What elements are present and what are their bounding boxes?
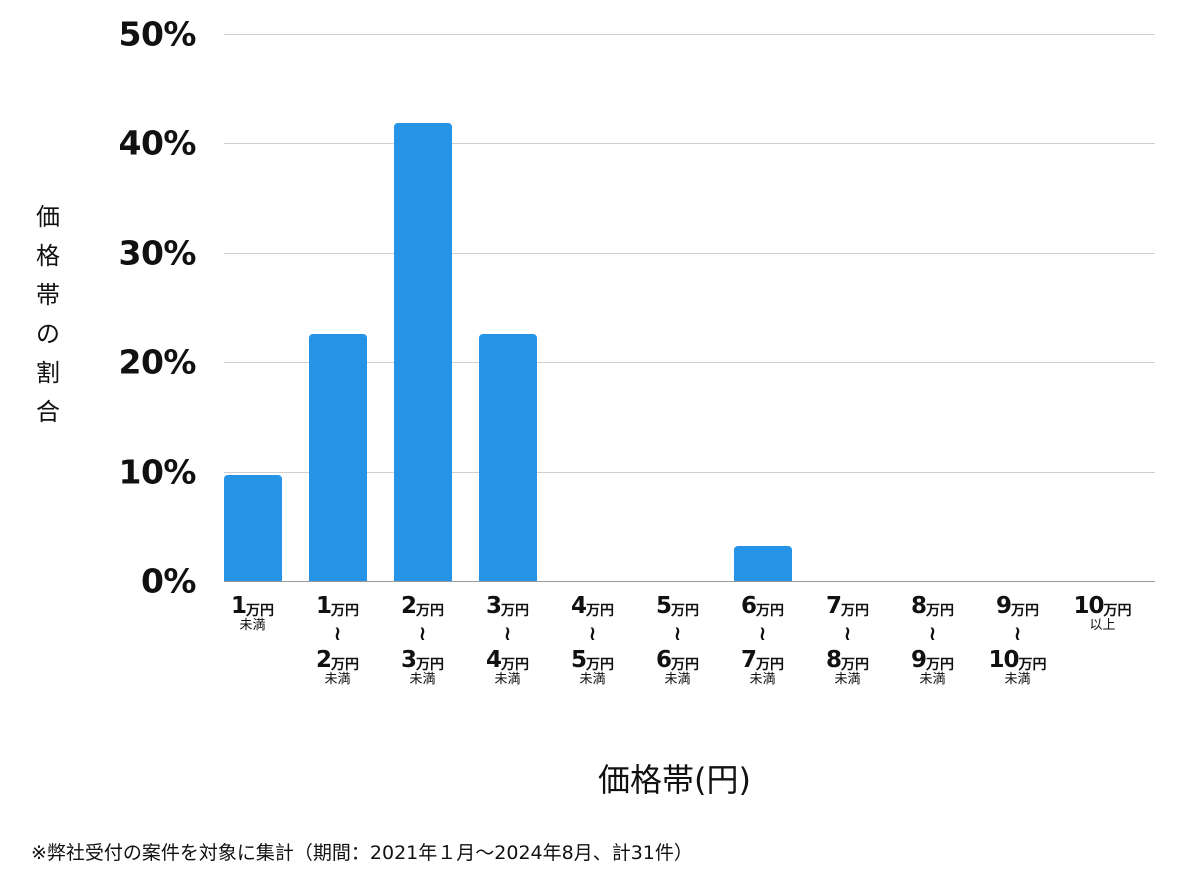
- y-title-char: 合: [36, 398, 60, 426]
- bar: [394, 122, 452, 581]
- y-title-char: 価: [36, 203, 60, 231]
- x-tick-label: 6 万円 ≀ 7 万円 未満: [740, 593, 784, 688]
- gridline: [224, 471, 1155, 473]
- x-axis-line: [224, 581, 1155, 582]
- y-tick-label: 40%: [118, 123, 197, 163]
- footnote: ※弊社受付の案件を対象に集計（期間：2021年１月〜2024年8月、計31件）: [31, 842, 693, 864]
- y-tick-label: 0%: [140, 561, 197, 601]
- x-tick-label: 3 万円 ≀ 4 万円 未満: [485, 593, 529, 688]
- y-title-char: 割: [36, 359, 60, 387]
- x-tick-label: 4 万円 ≀ 5 万円 未満: [570, 593, 614, 688]
- y-axis-title: 価格帯の割合: [30, 198, 66, 432]
- x-tick-label: 2 万円 ≀ 3 万円 未満: [400, 593, 444, 688]
- gridline: [224, 362, 1155, 364]
- y-title-char: の: [36, 320, 60, 348]
- bar: [224, 474, 282, 581]
- x-tick-label: 8 万円 ≀ 9 万円 未満: [910, 593, 954, 688]
- y-tick-label: 30%: [118, 233, 197, 273]
- x-tick-label: 9 万円 ≀ 10 万円 未満: [988, 593, 1047, 688]
- bar: [309, 333, 367, 581]
- y-title-char: 格: [36, 242, 60, 270]
- x-tick-label: 1 万円 未満: [230, 593, 274, 634]
- x-tick-label: 1 万円 ≀ 2 万円 未満: [315, 593, 359, 688]
- bar: [734, 545, 792, 581]
- x-tick-label: 10 万円 以上: [1073, 593, 1132, 634]
- y-tick-label: 10%: [118, 452, 197, 492]
- gridline: [224, 143, 1155, 145]
- y-tick-label: 50%: [118, 14, 197, 54]
- x-axis-title: 価格帯(円): [598, 761, 751, 799]
- bar: [479, 333, 537, 581]
- x-tick-label: 7 万円 ≀ 8 万円 未満: [825, 593, 869, 688]
- gridline: [224, 252, 1155, 254]
- y-title-char: 帯: [36, 281, 60, 309]
- x-tick-label: 5 万円 ≀ 6 万円 未満: [655, 593, 699, 688]
- y-tick-label: 20%: [118, 342, 197, 382]
- gridline: [224, 34, 1155, 35]
